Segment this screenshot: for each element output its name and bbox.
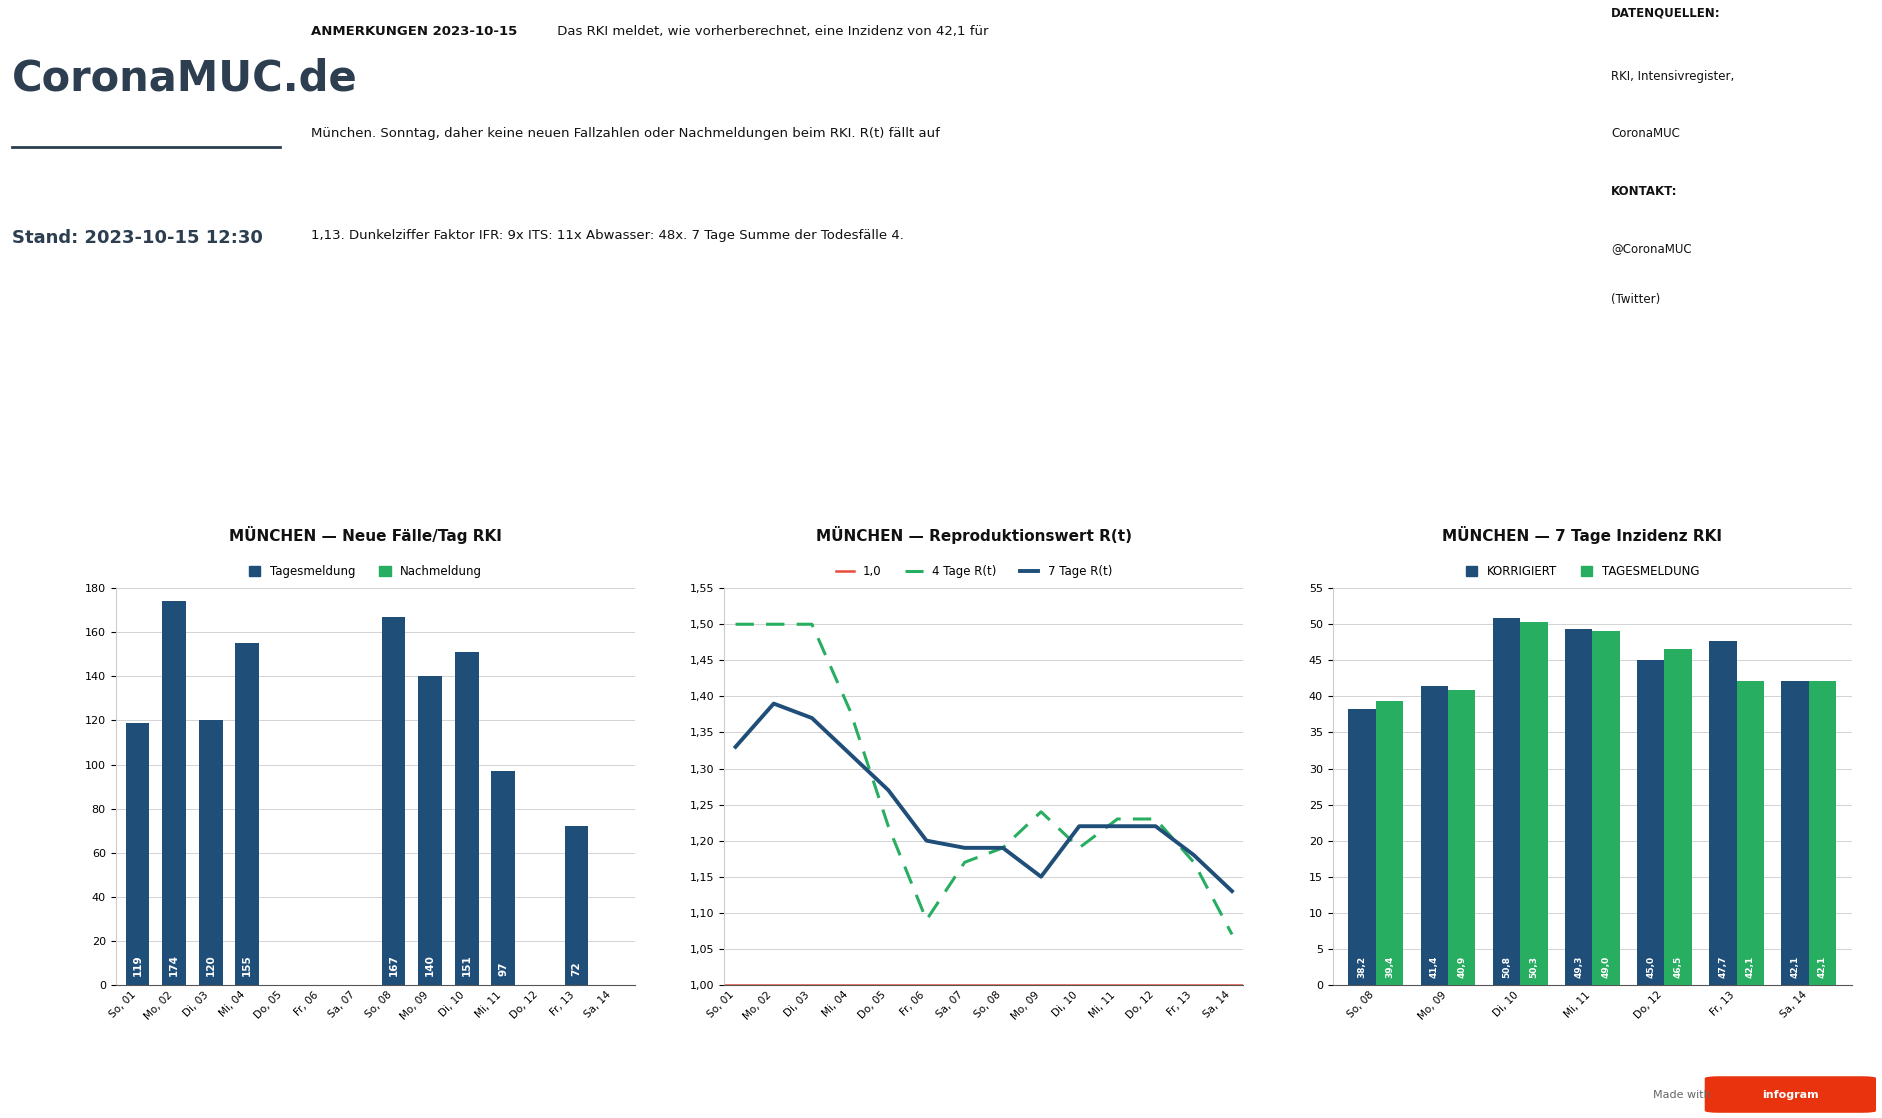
Text: Täglich: Täglich bbox=[762, 495, 804, 509]
Text: CoronaMUC: CoronaMUC bbox=[1611, 127, 1681, 141]
Text: 97: 97 bbox=[499, 961, 508, 976]
Text: Täglich: Täglich bbox=[1391, 495, 1432, 509]
Text: 17: 17 bbox=[693, 378, 751, 420]
Text: Das RKI meldet, wie vorherberechnet, eine Inzidenz von 42,1 für: Das RKI meldet, wie vorherberechnet, ein… bbox=[553, 26, 988, 38]
Text: INTENSIVBETTENBELEGUNG: INTENSIVBETTENBELEGUNG bbox=[702, 326, 866, 337]
Text: 49,3: 49,3 bbox=[1573, 955, 1583, 977]
Bar bbox=[1637, 661, 1664, 985]
Text: 9/11/48: 9/11/48 bbox=[1028, 382, 1167, 416]
Text: Stand: 2023-10-15 12:30: Stand: 2023-10-15 12:30 bbox=[11, 229, 263, 247]
Bar bbox=[1737, 681, 1763, 985]
Text: Di–Sa.*: Di–Sa.* bbox=[1703, 481, 1746, 494]
Text: +2: +2 bbox=[815, 378, 879, 420]
Text: 167: 167 bbox=[388, 954, 399, 976]
Text: REPRODUKTIONSWERT: REPRODUKTIONSWERT bbox=[1344, 326, 1477, 337]
Text: 1,13. Dunkelziffer Faktor IFR: 9x ITS: 11x Abwasser: 48x. 7 Tage Summe der Todes: 1,13. Dunkelziffer Faktor IFR: 9x ITS: 1… bbox=[311, 229, 903, 243]
Bar bbox=[1709, 641, 1737, 985]
Bar bbox=[1809, 681, 1837, 985]
Bar bbox=[126, 722, 149, 985]
Text: BESTÄTIGTE FÄLLE: BESTÄTIGTE FÄLLE bbox=[102, 326, 211, 337]
Text: Gesamt: 724.428: Gesamt: 724.428 bbox=[105, 470, 207, 482]
Text: Täglich: Täglich bbox=[1077, 495, 1118, 509]
Text: MÜNCHEN — 7 Tage Inzidenz RKI: MÜNCHEN — 7 Tage Inzidenz RKI bbox=[1442, 527, 1722, 544]
Text: ⇑ Share: ⇑ Share bbox=[36, 1090, 81, 1099]
Text: DATENQUELLEN:: DATENQUELLEN: bbox=[1611, 7, 1720, 19]
Bar bbox=[418, 676, 442, 985]
Text: k.A.: k.A. bbox=[111, 370, 203, 413]
Bar bbox=[382, 617, 405, 985]
Bar bbox=[565, 826, 589, 985]
Text: 50,3: 50,3 bbox=[1530, 956, 1538, 977]
Text: infogram: infogram bbox=[1762, 1090, 1818, 1099]
Text: 120: 120 bbox=[205, 955, 216, 976]
Text: VERÄNDERUNG: VERÄNDERUNG bbox=[805, 463, 886, 473]
Text: Gesamt: 2.659: Gesamt: 2.659 bbox=[427, 470, 514, 482]
Text: 42,1: 42,1 bbox=[1673, 378, 1777, 420]
Text: Di–Sa.*: Di–Sa.* bbox=[136, 498, 177, 510]
Bar bbox=[1521, 622, 1547, 985]
Bar bbox=[491, 771, 516, 985]
Text: Quelle: CoronaMUC: Quelle: CoronaMUC bbox=[1357, 466, 1464, 476]
Text: 41,4: 41,4 bbox=[1430, 955, 1440, 977]
Text: MÜNCHEN — Reproduktionswert R(t): MÜNCHEN — Reproduktionswert R(t) bbox=[817, 527, 1131, 544]
Text: 1,13 ▼: 1,13 ▼ bbox=[1342, 380, 1481, 418]
Text: 47,7: 47,7 bbox=[1718, 955, 1728, 977]
Bar bbox=[455, 652, 478, 985]
Text: 40,9: 40,9 bbox=[1457, 956, 1466, 977]
Text: München. Sonntag, daher keine neuen Fallzahlen oder Nachmeldungen beim RKI. R(t): München. Sonntag, daher keine neuen Fall… bbox=[311, 127, 941, 141]
Text: Di–Sa.*: Di–Sa.* bbox=[448, 498, 491, 510]
Text: 46,5: 46,5 bbox=[1673, 956, 1683, 977]
FancyBboxPatch shape bbox=[1705, 1077, 1876, 1112]
Text: 151: 151 bbox=[461, 955, 472, 976]
Text: 119: 119 bbox=[132, 955, 143, 976]
Bar bbox=[162, 601, 186, 985]
Text: 49,0: 49,0 bbox=[1602, 956, 1611, 977]
Text: CoronaMUC.de: CoronaMUC.de bbox=[11, 57, 358, 100]
Text: KONTAKT:: KONTAKT: bbox=[1611, 184, 1677, 198]
Text: * RKI Zahlen zu Inzidenz, Fallzahlen, Nachmeldungen und Todesfällen: Dienstag bi: * RKI Zahlen zu Inzidenz, Fallzahlen, Na… bbox=[416, 1071, 1466, 1086]
Text: Made with: Made with bbox=[1652, 1090, 1711, 1099]
Bar bbox=[235, 643, 260, 985]
Text: k.A.: k.A. bbox=[423, 370, 516, 413]
Bar bbox=[1447, 690, 1475, 985]
Text: TODESFÄLLE: TODESFÄLLE bbox=[433, 326, 506, 337]
Legend: Tagesmeldung, Nachmeldung: Tagesmeldung, Nachmeldung bbox=[245, 560, 487, 582]
Text: ANMERKUNGEN 2023-10-15: ANMERKUNGEN 2023-10-15 bbox=[311, 26, 518, 38]
Text: 42,1: 42,1 bbox=[1790, 956, 1799, 977]
Text: 155: 155 bbox=[243, 955, 252, 976]
Text: 42,1: 42,1 bbox=[1818, 956, 1827, 977]
Bar bbox=[1376, 701, 1404, 985]
Text: 50,8: 50,8 bbox=[1502, 956, 1511, 977]
Legend: 1,0, 4 Tage R(t), 7 Tage R(t): 1,0, 4 Tage R(t), 7 Tage R(t) bbox=[832, 560, 1116, 582]
Text: DUNKELZIFFER FAKTOR: DUNKELZIFFER FAKTOR bbox=[1028, 326, 1167, 337]
Text: MÜNCHEN — Neue Fälle/Tag RKI: MÜNCHEN — Neue Fälle/Tag RKI bbox=[230, 527, 502, 544]
Bar bbox=[1592, 632, 1620, 985]
Text: (Twitter): (Twitter) bbox=[1611, 293, 1660, 306]
Bar bbox=[1421, 686, 1447, 985]
Bar bbox=[1664, 650, 1692, 985]
Text: 140: 140 bbox=[425, 954, 435, 976]
Text: 38,2: 38,2 bbox=[1357, 956, 1366, 977]
Text: MÜNCHEN: MÜNCHEN bbox=[694, 463, 747, 473]
Bar bbox=[199, 720, 222, 985]
Bar bbox=[1780, 681, 1809, 985]
Text: 45,0: 45,0 bbox=[1647, 956, 1654, 977]
Text: 72: 72 bbox=[572, 961, 582, 976]
Legend: KORRIGIERT, TAGESMELDUNG: KORRIGIERT, TAGESMELDUNG bbox=[1460, 560, 1703, 582]
Text: 174: 174 bbox=[169, 954, 179, 976]
Bar bbox=[1492, 618, 1521, 985]
Text: RKI, Intensivregister,: RKI, Intensivregister, bbox=[1611, 70, 1733, 83]
Bar bbox=[1349, 709, 1376, 985]
Text: @CoronaMUC: @CoronaMUC bbox=[1611, 243, 1692, 255]
Text: INZIDENZ RKI: INZIDENZ RKI bbox=[1684, 326, 1765, 337]
Text: 39,4: 39,4 bbox=[1385, 955, 1395, 977]
Text: 42,1: 42,1 bbox=[1746, 956, 1754, 977]
Bar bbox=[1564, 629, 1592, 985]
Text: IFR/ITS/Abwasser basiert: IFR/ITS/Abwasser basiert bbox=[1028, 466, 1167, 476]
